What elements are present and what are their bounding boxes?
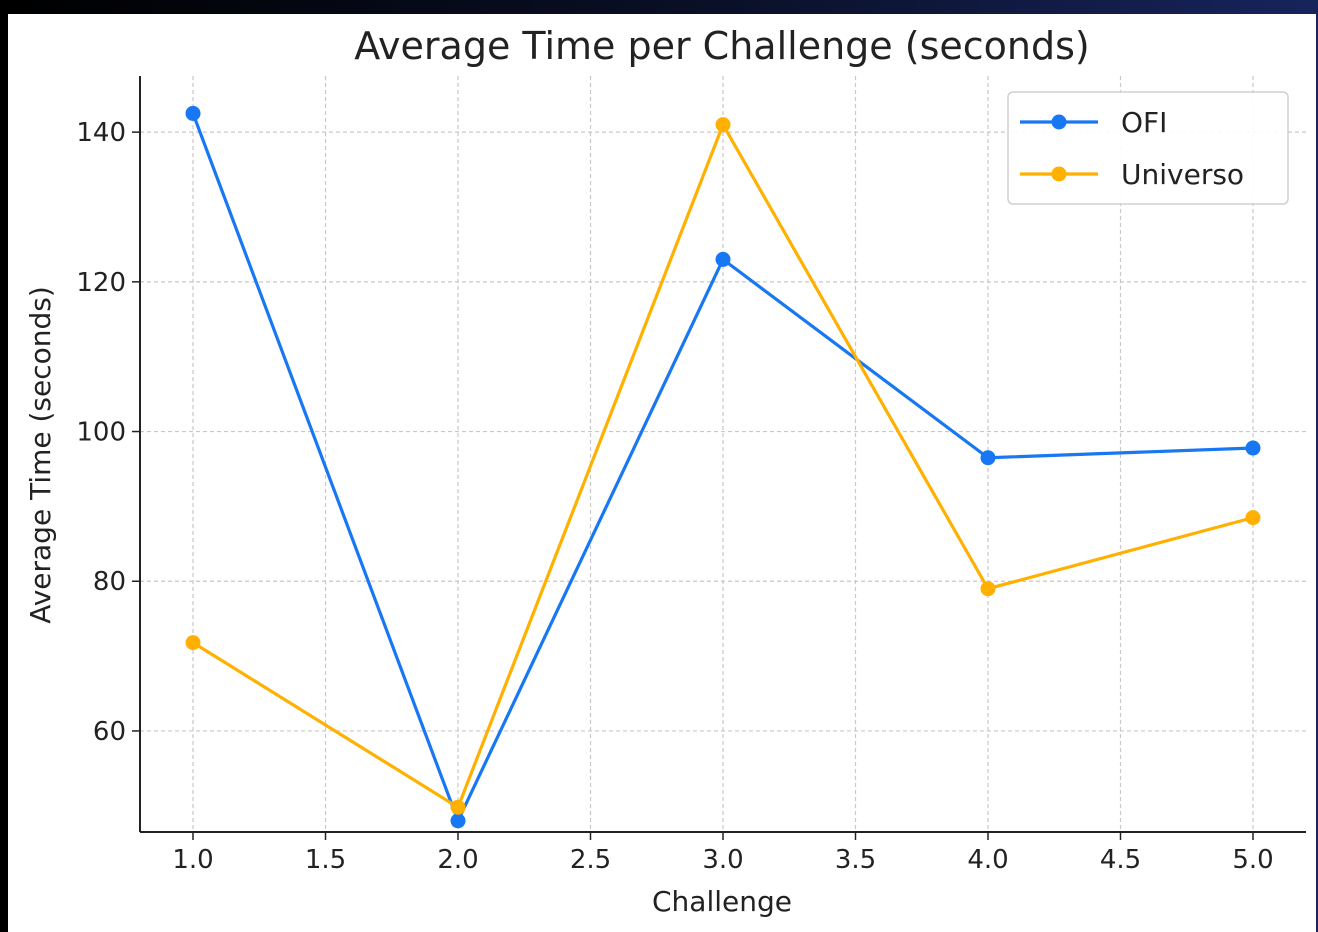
- data-point-ofi: [1245, 440, 1261, 456]
- x-tick-label: 5.0: [1232, 845, 1273, 875]
- legend-marker-universo: [1051, 166, 1067, 182]
- data-point-ofi: [715, 251, 731, 267]
- x-tick-label: 1.5: [305, 845, 346, 875]
- x-axis-label: Challenge: [652, 885, 792, 918]
- y-axis-label: Average Time (seconds): [24, 286, 57, 624]
- data-point-ofi: [450, 813, 466, 829]
- chart-title: Average Time per Challenge (seconds): [354, 24, 1089, 68]
- x-tick-label: 3.0: [702, 845, 743, 875]
- data-point-universo: [715, 117, 731, 133]
- y-tick-label: 100: [76, 418, 126, 448]
- y-tick-label: 140: [76, 118, 126, 148]
- legend-label-ofi: OFI: [1121, 106, 1167, 139]
- x-tick-label: 2.0: [437, 845, 478, 875]
- x-axis-ticks: 1.0 1.5 2.0 2.5 3.0 3.5 4.0 4.5 5.0: [172, 832, 1274, 875]
- x-tick-label: 3.5: [835, 845, 876, 875]
- legend: OFI Universo: [1007, 91, 1289, 205]
- x-tick-label: 2.5: [570, 845, 611, 875]
- x-tick-label: 1.0: [172, 845, 213, 875]
- chart-panel: Average Time per Challenge (seconds) 1.0…: [8, 14, 1316, 932]
- data-point-universo: [450, 799, 466, 815]
- x-tick-label: 4.0: [967, 845, 1008, 875]
- series-line-universo: [192, 123, 1254, 809]
- y-tick-label: 60: [93, 717, 126, 747]
- data-point-universo: [1245, 510, 1261, 526]
- x-tick-label: 4.5: [1100, 845, 1141, 875]
- legend-marker-ofi: [1051, 114, 1067, 130]
- data-point-ofi: [980, 450, 996, 466]
- line-chart: Average Time per Challenge (seconds) 1.0…: [24, 24, 1306, 918]
- data-point-ofi: [185, 105, 201, 121]
- y-tick-label: 120: [76, 268, 126, 298]
- y-tick-label: 80: [93, 567, 126, 597]
- legend-box: [1007, 91, 1289, 205]
- legend-label-universo: Universo: [1121, 158, 1244, 191]
- series-layer: [185, 105, 1261, 829]
- data-point-universo: [185, 635, 201, 651]
- data-point-universo: [980, 581, 996, 597]
- y-axis-ticks: 60 80 100 120 140: [76, 118, 140, 747]
